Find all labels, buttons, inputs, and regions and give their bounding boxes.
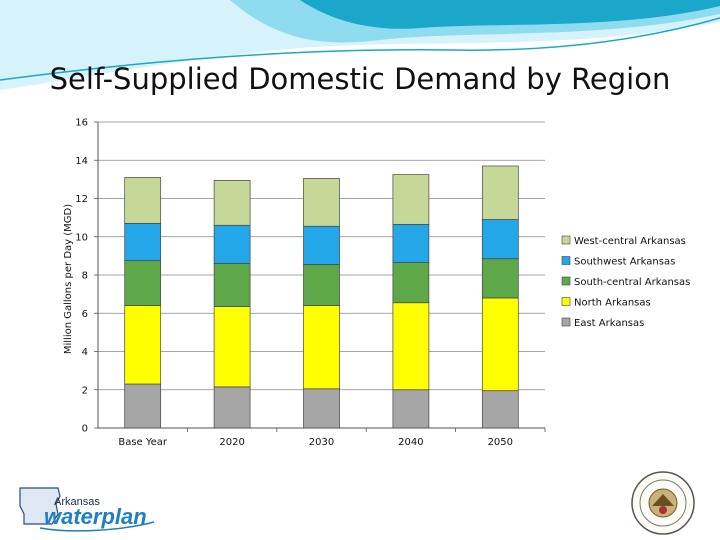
bar-segment [213, 306, 251, 388]
x-tick-label: Base Year [118, 437, 168, 448]
bar-segment [303, 178, 340, 227]
legend-swatch [561, 297, 571, 306]
y-tick-label: 12 [75, 194, 88, 205]
legend-swatch [561, 235, 571, 245]
bar-segment [392, 174, 430, 225]
bar-segment [124, 177, 162, 224]
bar-segment [124, 260, 162, 306]
bar-segment [392, 262, 430, 304]
legend-label: East Arkansas [574, 318, 644, 329]
bar-segment [303, 225, 340, 265]
bar-segment [481, 165, 519, 220]
state-outline-icon [19, 487, 61, 525]
y-tick-label: 10 [75, 232, 88, 243]
legend-label: South-central Arkansas [574, 277, 690, 288]
y-tick-label: 4 [82, 347, 88, 358]
arkansas-waterplan-logo: Arkansas waterplan [19, 487, 155, 532]
x-tick-label: 2020 [219, 437, 244, 448]
slide-title: Self-Supplied Domestic Demand by Region [49, 62, 671, 96]
bar-segment [124, 383, 162, 429]
bar-segment [392, 389, 430, 429]
legend-label: North Arkansas [574, 298, 651, 309]
bar-segment [213, 224, 251, 264]
wave-line [0, 17, 720, 81]
bar-segment [303, 264, 340, 306]
bar-segment [481, 390, 519, 429]
bar-segment [392, 223, 430, 263]
bar-segment [213, 386, 251, 429]
y-tick-label: 16 [75, 118, 88, 129]
x-tick-label: 2030 [309, 437, 334, 448]
wave-dark [300, 0, 720, 29]
logo-text-big: waterplan [44, 504, 147, 529]
logo-swoosh [39, 521, 155, 532]
y-tick-label: 0 [82, 424, 88, 435]
y-axis-label: Million Gallons per Day (MGD) [63, 204, 74, 354]
bar-segment [213, 263, 251, 307]
bar-segment [303, 388, 340, 429]
logo-text-small: Arkansas [54, 496, 100, 508]
bar-segment [303, 305, 340, 390]
x-tick-label: 2040 [398, 437, 423, 448]
x-tick-label: 2050 [488, 437, 513, 448]
bar-segment [481, 258, 519, 299]
header-wave-decoration [0, 0, 720, 90]
legend-label: West-central Arkansas [574, 236, 686, 247]
bar-segment [481, 219, 519, 260]
bar-segment [481, 297, 519, 392]
legend-swatch [561, 256, 571, 265]
y-tick-label: 14 [75, 156, 88, 167]
y-tick-label: 6 [82, 309, 88, 320]
bar-segment [392, 302, 430, 391]
legend-swatch [561, 317, 571, 327]
bar-segment [213, 179, 251, 226]
legend-swatch [561, 276, 571, 286]
y-tick-label: 2 [82, 385, 88, 396]
state-seal-icon [631, 471, 695, 535]
y-tick-label: 8 [82, 271, 88, 282]
bar-segment [124, 305, 162, 385]
bar-segment [124, 223, 162, 262]
stacked-bar-chart: 0 2 4 6 8 10 12 14 16 Million Gallons per Day (MG… [63, 118, 690, 449]
legend-label: Southwest Arkansas [574, 257, 675, 268]
